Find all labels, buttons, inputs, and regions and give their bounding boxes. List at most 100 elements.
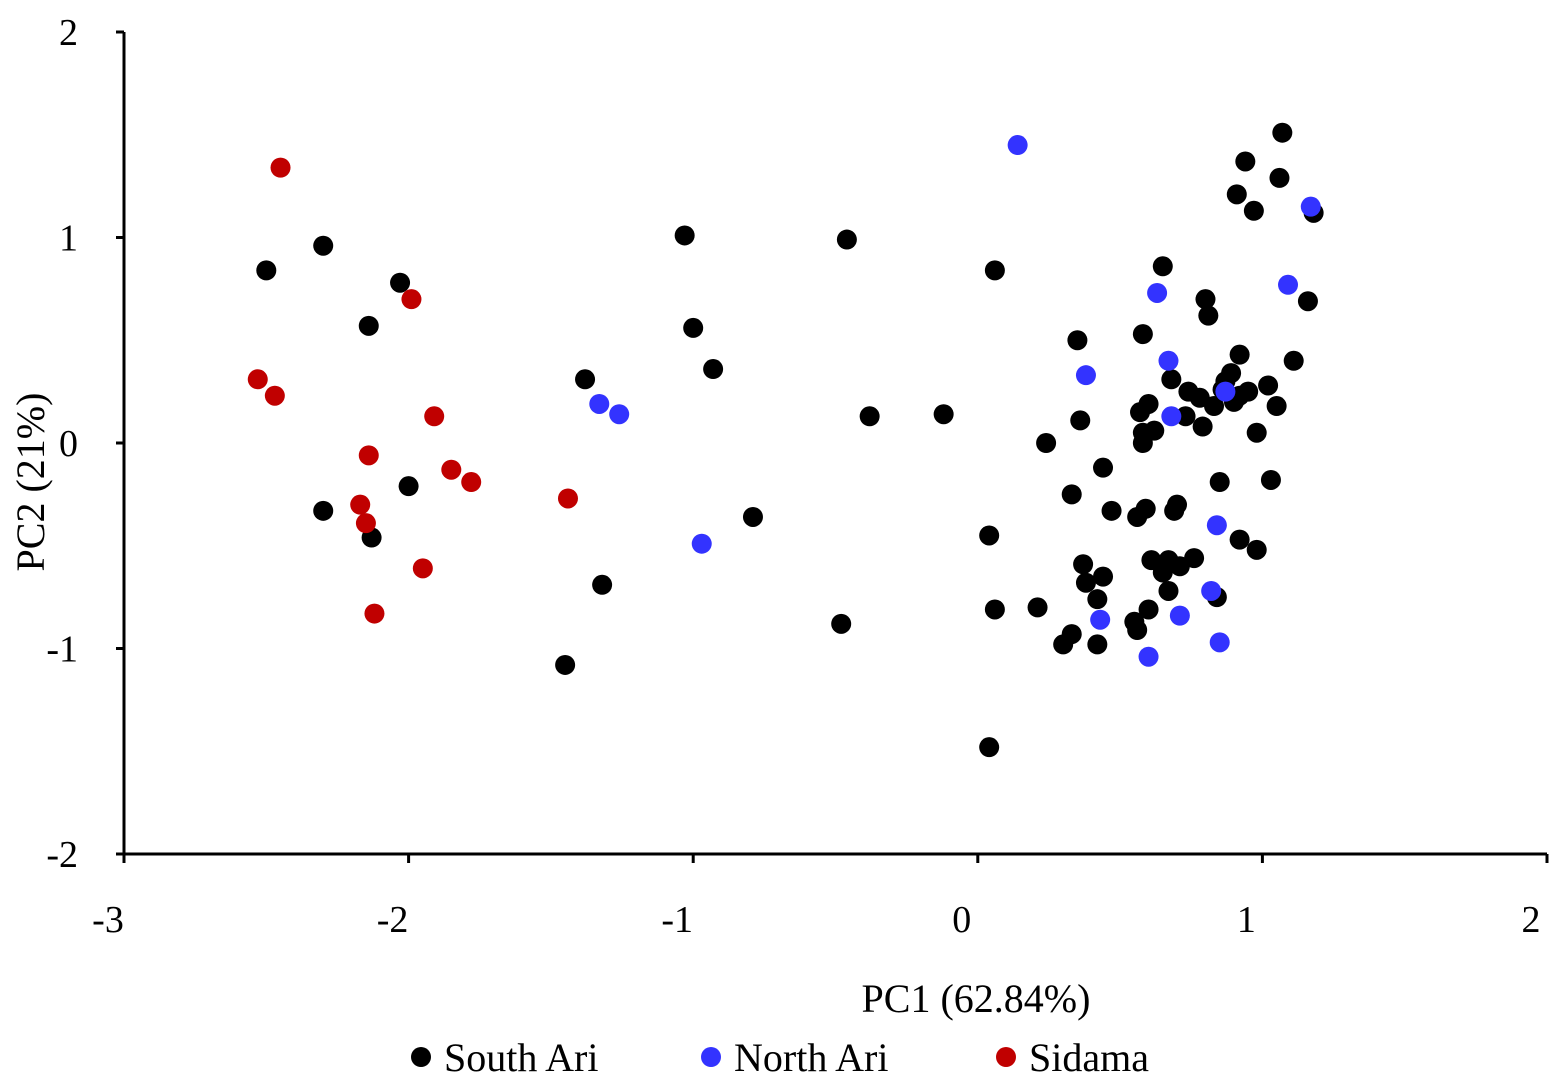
point-south-ari [984, 260, 1005, 281]
point-south-ari [1158, 580, 1179, 601]
point-north-ari [1161, 406, 1182, 427]
point-south-ari [1175, 406, 1196, 427]
legend-label-sidama: Sidama [1029, 1035, 1149, 1080]
point-north-ari [1169, 605, 1190, 626]
legend: South Ari North Ari Sidama [411, 1035, 1149, 1080]
point-south-ari [1067, 330, 1088, 351]
point-south-ari [1238, 381, 1259, 402]
point-north-ari [1201, 580, 1222, 601]
point-south-ari [1266, 396, 1287, 417]
point-sidama [355, 513, 376, 534]
point-south-ari [1093, 566, 1114, 587]
point-south-ari [1297, 291, 1318, 312]
point-south-ari [674, 225, 695, 246]
point-sidama [350, 494, 371, 515]
point-south-ari [859, 406, 880, 427]
point-south-ari [1258, 375, 1279, 396]
point-south-ari [1087, 589, 1108, 610]
legend-label-north-ari: North Ari [734, 1035, 888, 1080]
point-south-ari [1229, 344, 1250, 365]
x-tick-label: -2 [377, 899, 409, 941]
point-south-ari [1260, 469, 1281, 490]
point-sidama [557, 488, 578, 509]
point-sidama [270, 157, 291, 178]
point-south-ari [1192, 416, 1213, 437]
point-north-ari [1278, 274, 1299, 295]
x-tick-label: 1 [1237, 899, 1256, 941]
legend-marker-south-ari [411, 1047, 431, 1067]
point-south-ari [836, 229, 857, 250]
point-sidama [247, 369, 268, 390]
point-south-ari [398, 476, 419, 497]
point-south-ari [1087, 634, 1108, 655]
point-south-ari [1209, 472, 1230, 493]
point-south-ari [683, 317, 704, 338]
point-sidama [264, 385, 285, 406]
point-south-ari [592, 574, 613, 595]
point-south-ari [1229, 529, 1250, 550]
point-south-ari [1161, 369, 1182, 390]
point-south-ari [1243, 200, 1264, 221]
point-south-ari [555, 654, 576, 675]
point-south-ari [1235, 151, 1256, 172]
y-tick-label: 2 [59, 12, 78, 54]
legend-marker-sidama [996, 1047, 1016, 1067]
point-south-ari [1061, 484, 1082, 505]
y-axis-title: PC2 (21%) [8, 393, 53, 572]
point-south-ari [1036, 433, 1057, 453]
axes: 2 1 0 -1 -2 -3 -2 -1 0 1 2 [46, 12, 1549, 941]
point-south-ari [1283, 350, 1304, 371]
point-south-ari [1093, 457, 1114, 478]
point-south-ari [1075, 572, 1096, 593]
point-north-ari [1206, 515, 1227, 536]
point-south-ari [575, 369, 596, 390]
x-axis-title: PC1 (62.84%) [862, 976, 1091, 1021]
point-south-ari [1138, 393, 1159, 414]
x-tick-label: 0 [952, 899, 971, 941]
point-south-ari [256, 260, 277, 281]
point-south-ari [1152, 256, 1173, 277]
point-sidama [364, 603, 385, 624]
legend-label-south-ari: South Ari [444, 1035, 598, 1080]
point-south-ari [358, 315, 379, 336]
point-south-ari [1226, 184, 1247, 205]
x-tick-label: -3 [92, 899, 124, 941]
y-tick-label: 0 [59, 423, 78, 465]
point-south-ari [1246, 539, 1267, 560]
point-south-ari [1221, 363, 1242, 384]
point-south-ari [1027, 597, 1048, 618]
point-south-ari [1073, 554, 1094, 575]
point-south-ari [742, 506, 763, 527]
point-south-ari [1132, 324, 1153, 345]
point-south-ari [984, 599, 1005, 620]
x-tick-label: -1 [661, 899, 693, 941]
point-south-ari [1204, 396, 1225, 417]
point-south-ari [1101, 500, 1122, 521]
point-south-ari [313, 235, 334, 256]
point-south-ari [1246, 422, 1267, 443]
point-north-ari [609, 404, 630, 425]
point-south-ari [1135, 498, 1156, 519]
point-south-ari [1167, 494, 1188, 515]
point-north-ari [1158, 350, 1179, 371]
point-south-ari [1127, 620, 1148, 641]
y-tick-label: -2 [46, 834, 78, 876]
point-north-ari [1209, 632, 1230, 653]
legend-marker-north-ari [701, 1047, 721, 1067]
point-south-ari [1144, 420, 1165, 441]
y-tick-label: 1 [59, 218, 78, 260]
point-sidama [412, 558, 433, 579]
point-south-ari [313, 500, 334, 521]
point-south-ari [933, 404, 954, 425]
point-south-ari [979, 525, 1000, 546]
point-north-ari [1090, 609, 1111, 630]
point-north-ari [1007, 135, 1028, 156]
point-north-ari [691, 533, 712, 554]
point-south-ari [1272, 122, 1293, 143]
point-south-ari [390, 272, 411, 293]
point-north-ari [1147, 282, 1168, 303]
point-south-ari [979, 737, 1000, 758]
point-south-ari [1070, 410, 1091, 431]
point-south-ari [1184, 548, 1205, 569]
